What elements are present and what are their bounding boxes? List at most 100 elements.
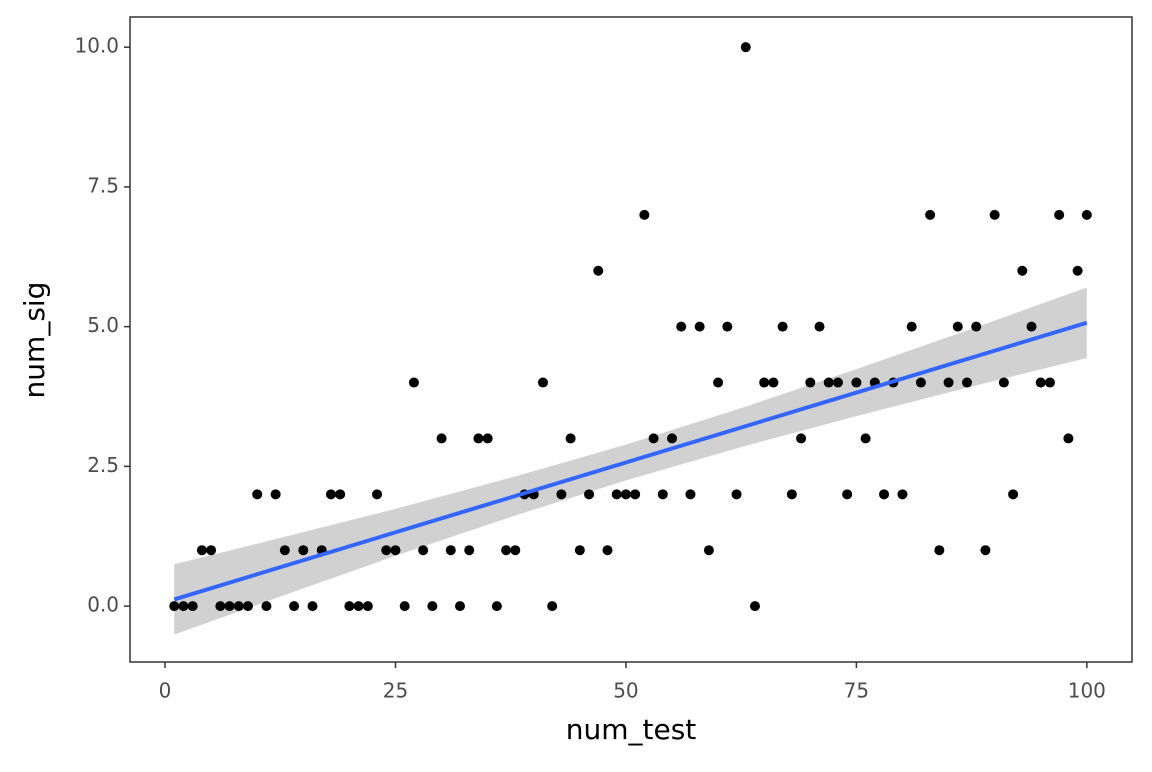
point	[445, 545, 456, 556]
point	[178, 601, 189, 612]
point	[1026, 321, 1037, 332]
point	[823, 377, 834, 388]
point	[584, 489, 595, 500]
point	[482, 433, 493, 444]
point	[574, 545, 585, 556]
point	[749, 601, 760, 612]
point	[805, 377, 816, 388]
point	[832, 377, 843, 388]
point	[215, 601, 226, 612]
point	[473, 433, 484, 444]
point	[547, 601, 558, 612]
point	[537, 377, 548, 388]
point	[252, 489, 263, 500]
point	[639, 209, 650, 220]
point	[565, 433, 576, 444]
point	[298, 545, 309, 556]
y-tick-label: 10.0	[74, 34, 119, 58]
point	[372, 489, 383, 500]
point	[362, 601, 373, 612]
x-tick-label: 25	[383, 679, 408, 703]
point	[814, 321, 825, 332]
point	[196, 545, 207, 556]
point	[611, 489, 622, 500]
x-tick-label: 75	[844, 679, 869, 703]
point	[602, 545, 613, 556]
point	[842, 489, 853, 500]
y-tick-label: 2.5	[87, 453, 119, 477]
point	[169, 601, 180, 612]
point	[1035, 377, 1046, 388]
point	[925, 209, 936, 220]
point	[233, 601, 244, 612]
point	[897, 489, 908, 500]
point	[353, 601, 364, 612]
fit-line	[173, 320, 1088, 602]
point	[261, 601, 272, 612]
x-axis-title: num_test	[566, 713, 697, 746]
point	[676, 321, 687, 332]
point	[915, 377, 926, 388]
point	[307, 601, 318, 612]
point	[325, 489, 336, 500]
point	[464, 545, 475, 556]
point	[408, 377, 419, 388]
point	[768, 377, 779, 388]
x-tick-label: 0	[159, 679, 172, 703]
point	[694, 321, 705, 332]
point	[786, 489, 797, 500]
point	[381, 545, 392, 556]
y-tick-label: 5.0	[87, 313, 119, 337]
y-axis-title: num_sig	[18, 282, 51, 399]
point	[418, 545, 429, 556]
point	[491, 601, 502, 612]
point	[427, 601, 438, 612]
point	[289, 601, 300, 612]
point	[851, 377, 862, 388]
point	[879, 489, 890, 500]
point	[943, 377, 954, 388]
point	[501, 545, 512, 556]
point	[1081, 209, 1092, 220]
point	[1008, 489, 1019, 500]
point	[270, 489, 281, 500]
point	[952, 321, 963, 332]
point	[703, 545, 714, 556]
point	[187, 601, 198, 612]
point	[510, 545, 521, 556]
point	[685, 489, 696, 500]
y-tick-label: 7.5	[87, 173, 119, 197]
point	[667, 433, 678, 444]
point	[206, 545, 217, 556]
point	[593, 265, 604, 276]
point	[399, 601, 410, 612]
point	[906, 321, 917, 332]
point	[860, 433, 871, 444]
point	[1044, 377, 1055, 388]
point	[335, 489, 346, 500]
x-tick-label: 50	[613, 679, 638, 703]
point	[556, 489, 567, 500]
point	[934, 545, 945, 556]
point	[777, 321, 788, 332]
point	[1072, 265, 1083, 276]
point	[657, 489, 668, 500]
point	[989, 209, 1000, 220]
point	[224, 601, 235, 612]
point	[436, 433, 447, 444]
point	[961, 377, 972, 388]
point	[740, 42, 751, 53]
point	[971, 321, 982, 332]
point	[713, 377, 724, 388]
point	[759, 377, 770, 388]
point	[722, 321, 733, 332]
point	[455, 601, 466, 612]
point	[1017, 265, 1028, 276]
point	[796, 433, 807, 444]
x-tick-label: 100	[1068, 679, 1106, 703]
point	[731, 489, 742, 500]
point	[279, 545, 290, 556]
point	[344, 601, 355, 612]
point	[630, 489, 641, 500]
